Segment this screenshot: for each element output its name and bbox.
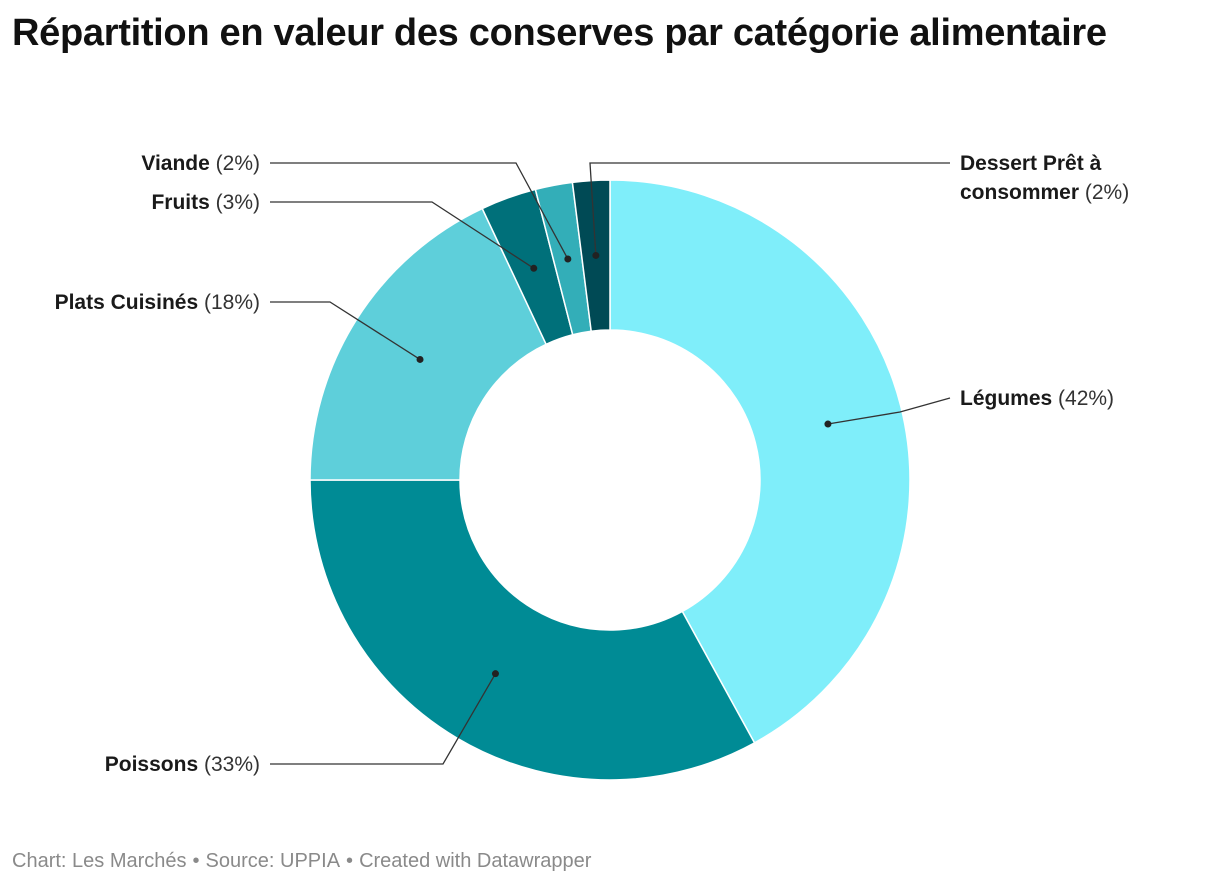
chart-title: Répartition en valeur des conserves par … xyxy=(12,12,1107,54)
leader-dot-2 xyxy=(416,355,424,363)
footer-created-with[interactable]: Created with Datawrapper xyxy=(359,850,592,872)
chart-footer: Chart: Les Marchés • Source: UPPIA • Created… xyxy=(12,850,592,872)
footer-source[interactable]: Source: UPPIA xyxy=(205,850,341,872)
slice-label-4: Viande (2%) xyxy=(141,152,260,175)
leader-dot-4 xyxy=(564,255,572,263)
leader-line-4 xyxy=(270,162,569,260)
leader-line-1 xyxy=(270,673,497,765)
leader-dot-3 xyxy=(530,264,538,272)
slice-label-0: Légumes (42%) xyxy=(960,387,1114,410)
slice-label-5: Dessert Prêt à consommer (2%) xyxy=(960,152,1129,204)
footer-chart-credit[interactable]: Chart: Les Marchés xyxy=(12,850,187,872)
slice-label-3: Fruits (3%) xyxy=(151,191,260,214)
slice-label-2: Plats Cuisinés (18%) xyxy=(55,291,260,314)
leader-dot-0 xyxy=(824,420,832,428)
slice-1[interactable] xyxy=(309,479,756,781)
leader-line-5 xyxy=(589,162,950,256)
leader-line-0 xyxy=(827,397,951,425)
slice-0[interactable] xyxy=(609,179,911,744)
slice-label-1: Poissons (33%) xyxy=(105,753,260,776)
leader-dot-5 xyxy=(592,251,600,259)
leader-line-2 xyxy=(270,301,421,360)
leader-line-3 xyxy=(270,201,535,269)
leader-dot-1 xyxy=(491,670,499,678)
slice-5[interactable] xyxy=(571,179,611,333)
slice-2[interactable] xyxy=(309,207,548,481)
